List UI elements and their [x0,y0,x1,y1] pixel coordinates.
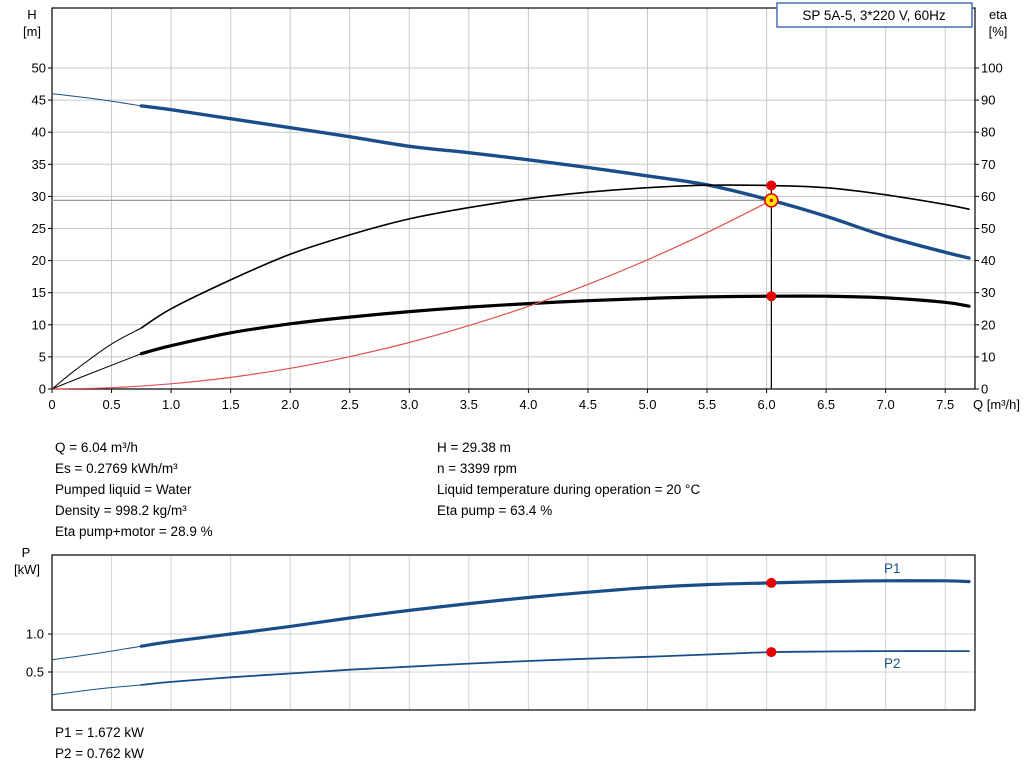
y-axis-label: P [22,545,31,560]
duty-point-center [769,198,774,203]
chart-border [51,554,976,711]
y-axis-unit: [kW] [14,562,40,577]
x-tick-label: 0 [48,397,55,412]
head-curve-lead [51,93,142,107]
x-tick-label: 0.5 [103,397,121,412]
x-tick-label: 7.0 [877,397,895,412]
p1-curve [139,579,971,648]
y-left-axis-label: H [27,7,36,22]
power-values-text: P1 = 1.672 kW P2 = 0.762 kW [55,722,144,764]
eta-pump-marker [766,180,777,191]
y-right-tick-label: 90 [981,93,995,108]
head-curve [139,104,971,260]
y-right-tick-label: 30 [981,285,995,300]
y-left-tick-label: 15 [32,285,46,300]
y-tick-label: 0.5 [26,665,44,680]
chart-title-box [776,2,973,28]
duty-info-right-column: H = 29.38 m n = 3399 rpm Liquid temperatur… [437,437,700,521]
y-left-axis-unit: [m] [23,24,41,39]
x-tick-label: 6.0 [758,397,776,412]
eta-pump-motor-curve-lead [51,353,142,390]
chart-title: SP 5A-5, 3*220 V, 60Hz [802,8,946,23]
info-left-line-2: Pumped liquid = Water [55,482,192,497]
y-right-tick-label: 20 [981,317,995,332]
x-tick-label: 7.5 [936,397,954,412]
power-info-line-0: P1 = 1.672 kW [55,725,144,740]
p2-curve [140,650,970,686]
y-right-tick-label: 50 [981,221,995,236]
info-right-line-3: Eta pump = 63.4 % [437,503,553,518]
x-tick-label: 4.0 [519,397,537,412]
info-left-line-3: Density = 998.2 kg/m³ [55,503,187,518]
x-tick-label: 3.0 [400,397,418,412]
power-duty-marker-1 [766,577,777,588]
x-tick-label: 6.5 [817,397,835,412]
y-left-tick-label: 50 [32,61,46,76]
y-tick-label: 1.0 [26,627,44,642]
system-curve [51,199,772,390]
x-tick-label: 3.5 [460,397,478,412]
x-axis-label: Q [m³/h] [973,397,1020,412]
eta-pump-curve-lead [51,327,142,390]
y-left-tick-label: 5 [39,349,46,364]
y-left-tick-label: 35 [32,157,46,172]
info-left-line-1: Es = 0.2769 kWh/m³ [55,461,178,476]
plot-area[interactable] [52,8,975,389]
y-right-axis-label: eta [989,7,1008,22]
p1-curve-lead [51,645,142,661]
x-tick-label: 5.5 [698,397,716,412]
power-info-line-1: P2 = 0.762 kW [55,746,144,761]
x-tick-label: 2.0 [281,397,299,412]
power-duty-marker-2 [766,647,777,658]
info-right-line-1: n = 3399 rpm [437,461,517,476]
info-right-line-2: Liquid temperature during operation = 20… [437,482,701,497]
x-tick-label: 4.5 [579,397,597,412]
y-left-tick-label: 20 [32,253,46,268]
x-tick-label: 2.5 [341,397,359,412]
y-right-tick-label: 10 [981,349,995,364]
eta-pump-curve [140,184,970,329]
p2-curve-lead [51,684,142,696]
p2-curve-label: P2 [884,656,901,671]
pump-performance-chart: 0 5 10 15 20 25 30 35 40 45 50 0 10 20 30 40 50 60 70 80 90 1… [23,2,1020,412]
plot-area[interactable] [52,555,975,710]
y-left-tick-label: 25 [32,221,46,236]
chart-border [51,7,976,390]
x-tick-label: 1.5 [222,397,240,412]
info-left-line-4: Eta pump+motor = 28.9 % [55,524,213,539]
y-left-tick-label: 10 [32,317,46,332]
y-right-tick-label: 80 [981,125,995,140]
eta-pump-motor-marker [766,291,777,302]
y-right-tick-label: 70 [981,157,995,172]
y-left-tick-label: 30 [32,189,46,204]
p1-curve-label: P1 [884,561,901,576]
y-right-tick-label: 40 [981,253,995,268]
y-right-tick-label: 100 [981,61,1003,76]
x-tick-label: 5.0 [638,397,656,412]
duty-info-left-column: Q = 6.04 m³/h Es = 0.2769 kWh/m³ Pumped li… [55,437,213,542]
y-left-tick-label: 40 [32,125,46,140]
power-chart: P1 P2 0.5 1.0 P [kW] [14,545,976,711]
y-right-tick-label: 60 [981,189,995,204]
y-left-tick-label: 0 [39,382,46,397]
info-left-line-0: Q = 6.04 m³/h [55,440,138,455]
y-right-tick-label: 0 [981,382,988,397]
info-right-line-0: H = 29.38 m [437,440,511,455]
y-right-axis-unit: [%] [989,24,1008,39]
x-tick-label: 1.0 [162,397,180,412]
y-left-tick-label: 45 [32,93,46,108]
eta-pump-motor-curve [139,294,971,356]
